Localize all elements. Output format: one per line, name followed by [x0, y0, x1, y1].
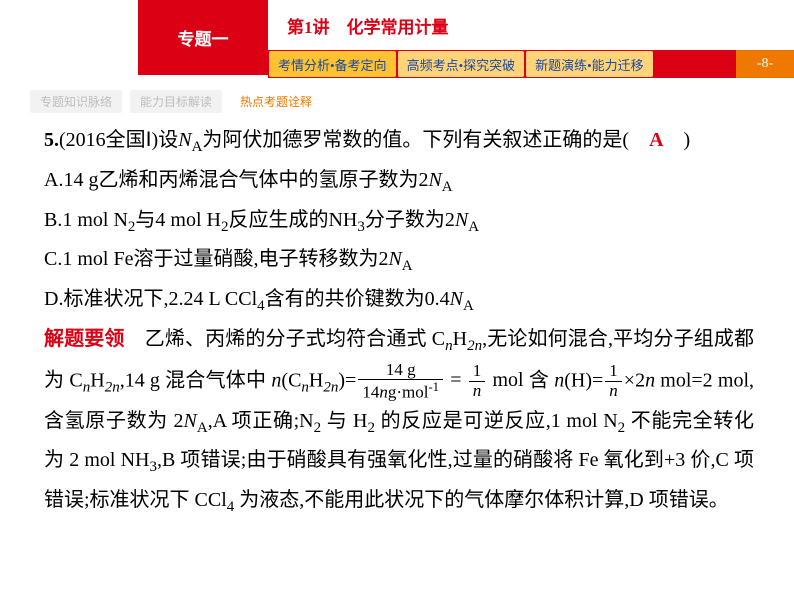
topic-label: 专题一: [178, 25, 229, 50]
opt-d-1: D.标准状况下,2.24 L CCl: [44, 288, 257, 310]
option-b: B.1 mol N2与4 mol H2反应生成的NH3分子数为2NA: [44, 202, 754, 242]
ncnh2: H: [309, 369, 323, 391]
na-n: N: [450, 288, 463, 310]
subtab-goals[interactable]: 能力目标解读: [130, 90, 222, 113]
header-section: 专题一 第1讲 化学常用计量 考情分析•备考定向 高频考点•探究突破 新题演练•…: [0, 0, 794, 78]
sub2: 2: [314, 420, 322, 436]
mol-unit: mol: [487, 369, 523, 391]
solution-label: 解题要领: [44, 328, 125, 350]
content-body: 5.(2016全国Ⅰ)设NA为阿伏加德罗常数的值。下列有关叙述正确的是( A )…: [44, 122, 754, 522]
sol-t2a: 含: [529, 369, 554, 391]
topic-block: 专题一: [138, 0, 268, 75]
sub3: 3: [149, 459, 157, 475]
sol-t1d: H: [90, 369, 104, 391]
n-fn2: n: [554, 369, 564, 391]
sub-n: n: [445, 338, 453, 354]
na-n: N: [184, 410, 197, 432]
answer-letter: A: [649, 129, 663, 151]
frac2-num: 1: [469, 362, 486, 382]
frac3: 1n: [605, 362, 622, 400]
sub-n: n: [301, 379, 309, 395]
na-n: N: [455, 209, 468, 231]
frac1: 14 g14ng·mol-1: [358, 361, 443, 403]
na-a: A: [197, 420, 208, 436]
na-n: N: [178, 129, 191, 151]
n-fn: n: [271, 369, 281, 391]
question-number: 5.: [44, 129, 59, 151]
subtab-hotquestions[interactable]: 热点考题诠释: [230, 90, 322, 113]
ncnh1: (C: [281, 369, 301, 391]
option-a: A.14 g乙烯和丙烯混合气体中的氢原子数为2NA: [44, 162, 754, 202]
option-d: D.标准状况下,2.24 L CCl4含有的共价键数为0.4NA: [44, 281, 754, 321]
sub-2n: 2n: [467, 338, 482, 354]
eq-sign: =: [445, 369, 467, 391]
subtab-knowledge[interactable]: 专题知识脉络: [30, 90, 122, 113]
lecture-title: 第1讲 化学常用计量: [287, 13, 449, 38]
f1d-sup: -1: [428, 380, 439, 394]
sol-t2c: ×2: [624, 369, 645, 391]
opt-d-2: 含有的共价键数为0.4: [265, 288, 450, 310]
na-a: A: [442, 179, 453, 195]
sub3: 3: [357, 219, 365, 235]
opt-a-text: A.14 g乙烯和丙烯混合气体中的氢原子数为2: [44, 169, 428, 191]
opt-c-text: C.1 mol Fe溶于过量硝酸,电子转移数为2: [44, 248, 388, 270]
tab-analysis[interactable]: 考情分析•备考定向: [269, 51, 396, 77]
f1d-n: n: [379, 383, 388, 402]
frac1-num: 14 g: [358, 361, 443, 381]
page-number: -8-: [736, 50, 794, 78]
f1d-post: g·mol: [388, 383, 429, 402]
frac3-num: 1: [605, 362, 622, 382]
paren-close: ): [684, 129, 691, 151]
opt-b-1: B.1 mol N: [44, 209, 128, 231]
fraction-group: 14 g14ng·mol-1 = 1n mol: [356, 369, 523, 391]
sol-t2j: 为液态,不能用此状况下的气体摩尔体积计算,D 项错误。: [234, 489, 728, 511]
sub-tabs: 专题知识脉络 能力目标解读 热点考题诠释: [30, 90, 322, 113]
opt-b-3: 反应生成的NH: [228, 209, 357, 231]
tab-practice[interactable]: 新题演练•能力迁移: [526, 51, 653, 77]
na-a: A: [463, 298, 474, 314]
question-source: (2016全国Ⅰ)设: [59, 129, 178, 151]
na-n: N: [428, 169, 441, 191]
sol-t1b: H: [453, 328, 467, 350]
frac2: 1n: [469, 362, 486, 400]
na-a: A: [192, 139, 203, 155]
na-a: A: [468, 219, 479, 235]
tab-highfreq[interactable]: 高频考点•探究突破: [398, 51, 525, 77]
sol-t1e: ,14 g 混合气体中: [120, 369, 272, 391]
na-n: N: [388, 248, 401, 270]
sol-t1: 乙烯、丙烯的分子式均符合通式 C: [145, 328, 445, 350]
f1d-pre: 14: [362, 383, 379, 402]
opt-b-2: 与4 mol H: [135, 209, 221, 231]
na-def: 为阿伏加德罗常数的值。下列有关叙述正确的是(: [202, 129, 629, 151]
frac2-den: n: [469, 382, 486, 401]
main-tabs: 考情分析•备考定向 高频考点•探究突破 新题演练•能力迁移: [268, 50, 736, 78]
n-var: n: [645, 369, 655, 391]
frac1-den: 14ng·mol-1: [358, 380, 443, 402]
sol-t2f: 与 H: [321, 410, 367, 432]
solution-block: 解题要领 乙烯、丙烯的分子式均符合通式 CnH2n,无论如何混合,平均分子组成都…: [44, 321, 754, 522]
sub4: 4: [257, 298, 265, 314]
question-stem: 5.(2016全国Ⅰ)设NA为阿伏加德罗常数的值。下列有关叙述正确的是( A ): [44, 122, 754, 162]
sol-t2b: (H)=: [564, 369, 603, 391]
opt-b-4: 分子数为2: [365, 209, 455, 231]
ncnh3: )=: [338, 369, 356, 391]
sub-2n: 2n: [105, 379, 120, 395]
sol-t2g: 的反应是可逆反应,1 mol N: [375, 410, 618, 432]
option-c: C.1 mol Fe溶于过量硝酸,电子转移数为2NA: [44, 241, 754, 281]
na-a: A: [402, 258, 413, 274]
sol-t2e: ,A 项正确;N: [208, 410, 314, 432]
sub-2n: 2n: [323, 379, 338, 395]
sub2: 2: [368, 420, 376, 436]
frac3-den: n: [605, 382, 622, 401]
